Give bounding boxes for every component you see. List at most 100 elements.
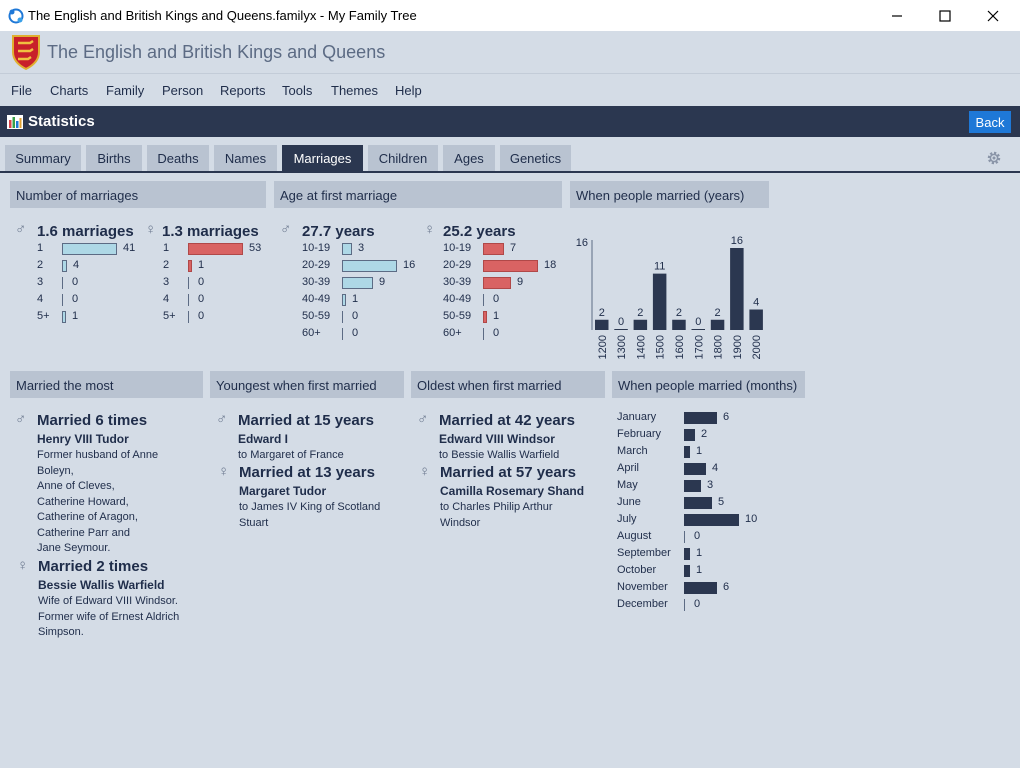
month-value: 10	[745, 513, 758, 525]
tab-ages[interactable]: Ages	[443, 145, 495, 171]
count-bar	[342, 260, 397, 272]
year-bar	[730, 248, 744, 330]
male-symbol-icon: ♂	[216, 411, 228, 428]
tab-names[interactable]: Names	[214, 145, 277, 171]
tab-genetics[interactable]: Genetics	[500, 145, 571, 171]
window-title: The English and British Kings and Queens…	[28, 8, 417, 23]
row-label: 4	[37, 293, 44, 305]
row-label: 40-49	[302, 293, 331, 305]
count-value: 16	[403, 259, 416, 271]
count-bar	[483, 243, 504, 255]
zero-tick	[342, 311, 343, 323]
male-symbol-icon: ♂	[15, 411, 27, 428]
maximize-button[interactable]	[922, 0, 968, 31]
month-label: August	[617, 530, 652, 542]
detail-line: Simpson.	[38, 626, 84, 638]
count-bar	[483, 260, 538, 272]
youngest-male-title: Married at 15 years	[238, 412, 374, 429]
detail-line: Wife of Edward VIII Windsor.	[38, 595, 178, 607]
row-label: 10-19	[302, 242, 331, 254]
oldest-male-name: Edward VIII Windsor	[439, 432, 555, 446]
oldest-female-details: to Charles Philip Arthur Windsor	[440, 500, 605, 531]
month-value: 6	[723, 411, 730, 423]
row-label: 1	[37, 242, 44, 254]
row-label: 60+	[443, 327, 462, 339]
menu-person[interactable]: Person	[162, 83, 204, 98]
zero-tick	[188, 294, 189, 306]
male-marriage-count-chart: 1 41 2 4 3 0 4 0 5+ 1	[37, 242, 147, 332]
youngest-male-name: Edward I	[238, 432, 289, 446]
oldest-female-name: Camilla Rosemary Shand	[440, 484, 585, 498]
count-bar	[62, 243, 117, 255]
year-bar-value: 16	[731, 235, 743, 247]
male-marriages-summary: 1.6 marriages	[37, 223, 134, 240]
year-bar	[749, 309, 763, 330]
menu-themes[interactable]: Themes	[331, 83, 378, 98]
month-value: 1	[696, 547, 703, 559]
minimize-button[interactable]	[874, 0, 920, 31]
most-male-name: Henry VIII Tudor	[37, 432, 129, 446]
count-value: 1	[198, 259, 205, 271]
count-bar	[483, 277, 511, 289]
month-bar	[684, 446, 690, 458]
menu-file[interactable]: File	[11, 83, 32, 98]
tab-births[interactable]: Births	[86, 145, 142, 171]
tab-deaths[interactable]: Deaths	[147, 145, 209, 171]
row-label: 5+	[37, 310, 50, 322]
year-bar-value: 2	[599, 307, 605, 319]
oldest-male-details: to Bessie Wallis Warfield	[439, 448, 604, 464]
row-label: 60+	[302, 327, 321, 339]
months-bar-chart: January 6 February 2 March 1 April 4 May 3 June 5 Ju…	[617, 410, 807, 616]
youngest-female-title: Married at 13 years	[239, 464, 375, 481]
document-header: The English and British Kings and Queens	[0, 31, 1020, 73]
back-button[interactable]: Back	[969, 111, 1011, 133]
tab-summary[interactable]: Summary	[5, 145, 81, 171]
female-marriages-summary: 1.3 marriages	[162, 223, 259, 240]
month-value: 6	[723, 581, 730, 593]
row-label: 3	[37, 276, 44, 288]
row-label: 30-39	[302, 276, 331, 288]
detail-line: Windsor	[440, 516, 481, 529]
male-age-first-summary: 27.7 years	[302, 223, 375, 240]
family-tree-app-icon	[8, 8, 24, 24]
oldest-female-title: Married at 57 years	[440, 464, 576, 481]
menu-charts[interactable]: Charts	[50, 83, 89, 98]
menu-reports[interactable]: Reports	[220, 83, 266, 98]
statistics-chart-icon	[7, 115, 23, 129]
row-label: 40-49	[443, 293, 472, 305]
zero-tick	[684, 599, 685, 611]
count-value: 0	[352, 310, 359, 322]
month-bar	[684, 548, 690, 560]
close-button[interactable]	[970, 0, 1016, 31]
most-female-name: Bessie Wallis Warfield	[38, 578, 165, 592]
female-age-first-summary: 25.2 years	[443, 223, 516, 240]
tab-marriages[interactable]: Marriages	[282, 145, 363, 171]
tab-children[interactable]: Children	[368, 145, 438, 171]
year-bar-value: 2	[676, 307, 682, 319]
female-symbol-icon: ♀	[17, 557, 29, 574]
menu-family[interactable]: Family	[106, 83, 145, 98]
detail-line: to Bessie Wallis Warfield	[439, 449, 560, 461]
menu-help[interactable]: Help	[395, 83, 422, 98]
detail-line: Stuart	[239, 516, 269, 529]
menu-tools[interactable]: Tools	[282, 83, 313, 98]
royal-crest-icon	[12, 35, 40, 70]
month-bar	[684, 497, 712, 509]
month-value: 3	[707, 479, 714, 491]
tab-underline	[0, 171, 1020, 173]
count-value: 1	[493, 310, 500, 322]
count-value: 53	[249, 242, 262, 254]
year-category-label: 2000	[751, 335, 763, 359]
year-category-label: 1500	[655, 335, 667, 359]
panel-number-of-marriages-header: Number of marriages	[10, 181, 266, 208]
count-value: 41	[123, 242, 136, 254]
row-label: 30-39	[443, 276, 472, 288]
row-label: 50-59	[443, 310, 472, 322]
zero-tick	[684, 531, 685, 543]
zero-tick	[188, 277, 189, 289]
count-value: 1	[72, 310, 79, 322]
count-value: 9	[379, 276, 386, 288]
gear-icon[interactable]	[986, 150, 1002, 166]
document-title: The English and British Kings and Queens	[47, 42, 386, 62]
year-category-label: 1700	[693, 335, 705, 359]
